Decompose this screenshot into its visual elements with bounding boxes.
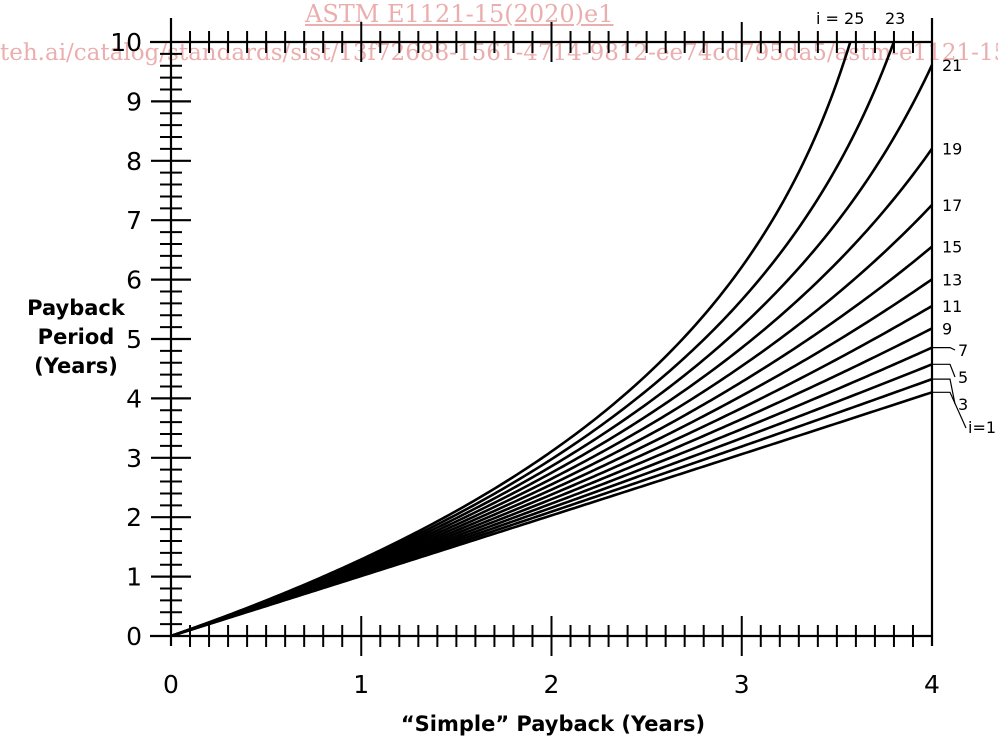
curve-label: 15 xyxy=(942,238,962,257)
curve-label: 5 xyxy=(958,368,968,387)
curve-label: 7 xyxy=(958,341,968,360)
curve-label-leader xyxy=(932,363,956,378)
curve-labels-group: i=13 5 79 11 13 15 17 19 21 23 i = 25 xyxy=(816,9,996,437)
y-tick-label: 9 xyxy=(126,87,142,116)
y-axis-label-line-1: Payback xyxy=(27,296,125,320)
curve-line xyxy=(170,64,934,638)
curve-label: 13 xyxy=(942,270,962,289)
curve-line xyxy=(170,147,934,638)
curve-line xyxy=(170,41,896,638)
y-axis-label-line-3: (Years) xyxy=(34,354,118,378)
y-tick-label: 0 xyxy=(126,622,142,651)
x-tick-label: 3 xyxy=(734,670,750,699)
y-tick-label: 6 xyxy=(126,266,142,295)
tick-labels-group: 0 1 2 3 4 0 1 2 3 4 5 6 7 8 9 10 xyxy=(110,28,940,699)
curve-line xyxy=(170,41,852,638)
y-tick-label: 5 xyxy=(126,325,142,354)
curve-label: 11 xyxy=(942,297,962,316)
curve-label: i=1 xyxy=(968,418,996,437)
curve-label-leader xyxy=(932,378,956,405)
curve-line xyxy=(170,327,933,638)
y-tick-label: 8 xyxy=(126,147,142,176)
curve-line xyxy=(170,304,933,638)
curve-label: 3 xyxy=(958,395,968,414)
y-tick-label: 10 xyxy=(110,28,142,57)
curve-label-leader xyxy=(932,391,967,429)
curve-line xyxy=(170,245,933,638)
x-axis-label-row: “Simple” Payback (Years) xyxy=(0,712,998,736)
y-axis-label-line-2: Period xyxy=(37,325,115,349)
curve-label: 23 xyxy=(885,9,905,28)
curve-label: 9 xyxy=(942,319,952,338)
x-axis-label: “Simple” Payback (Years) xyxy=(400,712,706,736)
curve-label: 17 xyxy=(942,196,962,215)
curve-label: 21 xyxy=(942,56,962,75)
y-tick-label: 4 xyxy=(126,384,142,413)
chart-frame xyxy=(150,18,934,656)
y-tick-label: 3 xyxy=(126,444,142,473)
x-tick-label: 2 xyxy=(544,670,560,699)
curve-label: i = 25 xyxy=(816,9,864,28)
y-tick-label: 1 xyxy=(126,563,142,592)
x-tick-label: 0 xyxy=(163,670,179,699)
y-tick-label: 2 xyxy=(126,503,142,532)
curve-label: 19 xyxy=(942,140,962,159)
x-tick-label: 1 xyxy=(353,670,369,699)
curve-label-leader xyxy=(932,346,956,351)
y-tick-label: 7 xyxy=(126,206,142,235)
x-tick-label: 4 xyxy=(924,670,940,699)
curves-group xyxy=(170,41,934,638)
